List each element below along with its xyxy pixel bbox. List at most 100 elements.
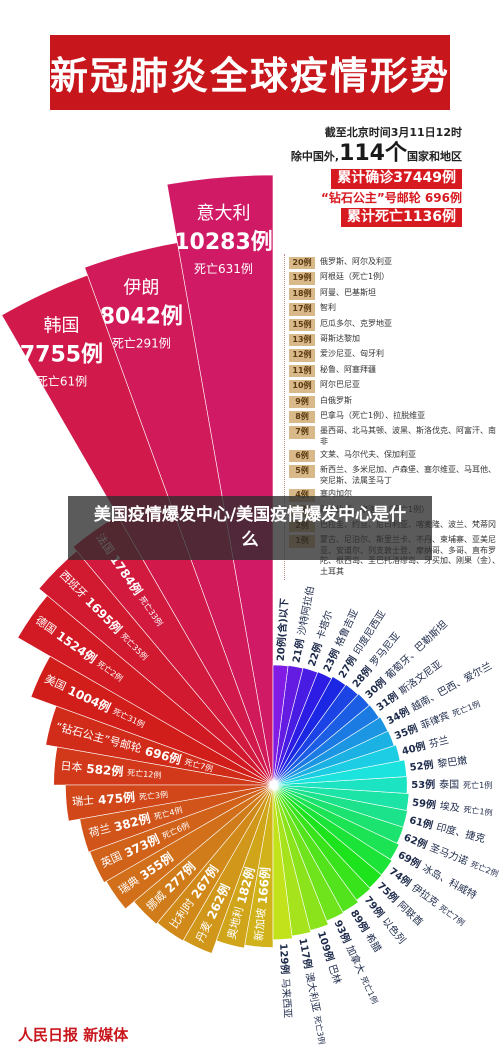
label-deaths: 死亡2例 <box>469 858 500 878</box>
label-value_labels: 40例 <box>400 739 426 758</box>
list-row: 20例 俄罗斯、阿尔及利亚 <box>289 257 500 270</box>
wedge <box>272 667 318 786</box>
list-row: 9例 白俄罗斯 <box>289 395 500 408</box>
label-categories: 希腊 <box>363 931 385 955</box>
wedge <box>272 784 408 828</box>
list-row: 19例 阿根廷（死亡1例） <box>289 272 500 285</box>
summary: 截至北京时间3月11日12时 除中国外,114个国家和地区 累计确诊37449例… <box>291 126 462 229</box>
label-categories: 圣马力诺 <box>428 841 470 868</box>
list-row: 10例 阿尔巴尼亚 <box>289 380 500 393</box>
wedge <box>272 784 410 811</box>
overlay-caption: 美国疫情爆发中心/美国疫情爆发中心是什么 <box>68 496 432 560</box>
wedge-label: 53例 泰国 死亡1例 <box>411 778 492 791</box>
wedge <box>272 784 371 901</box>
label-categories: 马来西亚 <box>279 978 293 1019</box>
count: 114个 <box>339 140 407 166</box>
wedge-label: 59例 埃及 死亡1例 <box>411 796 493 819</box>
wedge-label: 129例马来西亚 <box>277 943 295 1019</box>
list-row: 5例 新西兰、多米尼加、卢森堡、塞尔维亚、马耳他、突尼斯、法属圣马丁 <box>289 465 500 486</box>
label-deaths: 死亡7例 <box>438 902 467 927</box>
title: 新冠肺炎全球疫情形势 <box>50 54 451 98</box>
label-categories: 越南、巴西、爱尔兰 <box>409 659 494 714</box>
wedge-deaths: 死亡631例 <box>194 262 253 276</box>
wedge <box>17 595 274 786</box>
label-categories: 葡萄牙、巴勒斯坦 <box>383 618 450 682</box>
wedge <box>272 664 289 786</box>
list-countries: 阿曼、巴基斯坦 <box>320 287 376 297</box>
label-categories: 加拿大 <box>343 943 368 976</box>
label-categories: 埃及 <box>439 799 460 814</box>
wedge <box>215 784 274 949</box>
source: 人民日报 新媒体 <box>18 1026 129 1044</box>
wedge <box>272 784 329 931</box>
label-value_labels: 117例 <box>296 937 315 970</box>
label-value_labels: 75例 <box>375 879 401 905</box>
wedge-categories: 意大利 <box>196 203 250 224</box>
list-countries: 巴拿马（死亡1例）、拉脱维亚 <box>320 410 426 420</box>
wedge <box>272 784 404 844</box>
label-value_labels: 61例 <box>408 813 434 832</box>
list-countries: 阿尔巴尼亚 <box>320 380 360 390</box>
wedge-label: 日本 582例 死亡12例 <box>60 758 162 782</box>
time: 截至北京时间3月11日12时 <box>324 126 462 139</box>
wedge-label: 20例(含)以下 <box>274 598 291 662</box>
list-row: 12例 爱沙尼亚、匈牙利 <box>289 349 500 362</box>
list-countries: 俄罗斯、阿尔及利亚 <box>320 257 392 266</box>
list-countries: 哥斯达黎加 <box>320 333 360 343</box>
label-deaths: 死亡1例 <box>359 975 380 1006</box>
label-categories: 澳大利亚 <box>303 971 323 1013</box>
wedge-value_labels: 8042例 <box>100 305 183 330</box>
wedge <box>182 784 274 954</box>
label-categories: 新加坡 <box>251 907 268 941</box>
wedge <box>156 784 274 942</box>
list-row: 7例 墨西哥、北马其顿、波黑、斯洛伐克、阿富汗、南非 <box>289 426 500 447</box>
list-count: 20例 <box>289 257 315 270</box>
wedge <box>272 784 359 913</box>
list-count: 6例 <box>289 450 315 463</box>
confirmed: 累计确诊37449例 <box>331 169 462 189</box>
list-count: 18例 <box>289 287 315 301</box>
wedge <box>272 730 395 786</box>
wedge-value_labels: 10283例 <box>174 230 273 255</box>
wedge-label: 93例加拿大死亡1例 <box>331 918 382 1006</box>
label-deaths: 死亡3例 <box>313 1015 328 1045</box>
wedge <box>89 784 274 883</box>
label-categories: 卡塔尔 <box>314 609 336 642</box>
label-categories: 以色列 <box>379 915 408 946</box>
label-value_labels: 53例 <box>411 778 435 791</box>
wedge <box>272 704 380 786</box>
label-deaths: 死亡12例 <box>127 767 162 780</box>
wedge <box>79 784 274 853</box>
list-row: 13例 哥斯达黎加 <box>289 333 500 347</box>
label-categories: 伊拉克 <box>409 881 441 909</box>
wedge <box>272 693 370 786</box>
wedge <box>272 671 333 786</box>
list-count: 8例 <box>289 410 315 424</box>
list-countries: 爱沙尼亚、匈牙利 <box>320 349 384 359</box>
list-countries: 阿根廷（死亡1例） <box>320 272 390 282</box>
label-value_labels: 79例 <box>362 893 387 920</box>
list-count: 5例 <box>289 465 315 478</box>
list-row: 11例 秘鲁、阿塞拜疆 <box>289 364 500 378</box>
label-categories: 芬兰 <box>427 733 450 751</box>
suffix: 国家和地区 <box>407 149 462 163</box>
list-row: 8例 巴拿马（死亡1例）、拉脱维亚 <box>289 410 500 424</box>
title-banner: 新冠肺炎全球疫情形势 <box>50 35 450 110</box>
wedge-label: 新加坡 166例 <box>251 866 272 941</box>
list-row: 17例 智利 <box>289 303 500 316</box>
label-deaths: 死亡1例 <box>451 698 482 718</box>
list-count: 12例 <box>289 349 315 362</box>
list-countries: 墨西哥、北马其顿、波黑、斯洛伐克、阿富汗、南非 <box>320 426 496 446</box>
small-country-list: 20例 俄罗斯、阿尔及利亚 19例 阿根廷（死亡1例） 18例 阿曼、巴基斯坦 17例 智利 1… <box>284 254 500 580</box>
label-categories: 瑞士 <box>72 793 95 809</box>
label-deaths: 死亡3例 <box>139 789 169 801</box>
list-countries: 智利 <box>320 303 336 313</box>
list-count: 10例 <box>289 380 315 393</box>
list-count: 7例 <box>289 426 315 439</box>
label-value_labels: 35例 <box>393 721 420 742</box>
deaths: 累计死亡1136例 <box>341 207 462 228</box>
label-categories: 泰国 <box>439 778 459 791</box>
label-value_labels: 23例 <box>320 647 342 674</box>
